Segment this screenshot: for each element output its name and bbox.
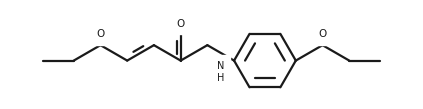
Text: O: O: [96, 29, 104, 39]
Text: N
H: N H: [217, 61, 225, 83]
Text: O: O: [319, 29, 327, 39]
Text: O: O: [176, 19, 185, 29]
